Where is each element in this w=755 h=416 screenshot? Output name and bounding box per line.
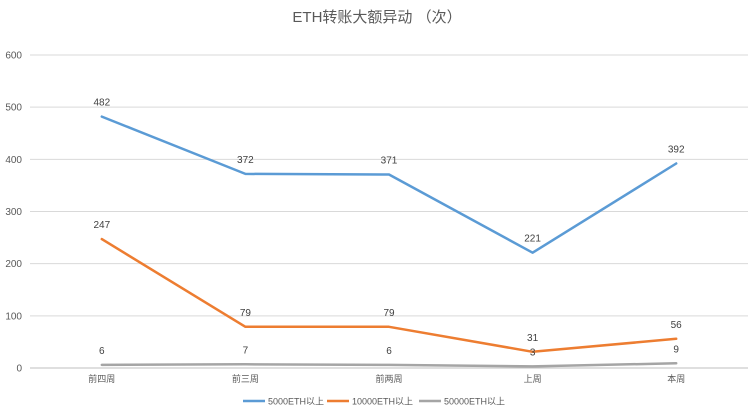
data-label: 6 — [99, 346, 105, 357]
data-label: 6 — [386, 346, 392, 357]
gridlines — [30, 54, 748, 317]
x-tick-label: 前两周 — [375, 373, 402, 385]
y-tick-label: 0 — [16, 364, 22, 375]
legend-label: 5000ETH以上 — [268, 397, 324, 407]
data-label: 31 — [527, 333, 539, 344]
series-line-3 — [100, 362, 678, 368]
data-label: 372 — [237, 155, 254, 166]
data-label: 221 — [524, 234, 541, 245]
y-tick-label: 200 — [5, 259, 22, 270]
legend-item: 5000ETH以上 — [243, 397, 324, 407]
x-tick-label: 上周 — [524, 374, 542, 385]
data-label: 79 — [240, 308, 252, 319]
y-tick-label: 100 — [5, 311, 22, 322]
data-label: 9 — [673, 344, 679, 355]
series-lines — [100, 115, 678, 368]
x-tick-label: 前三周 — [232, 373, 259, 385]
legend-item: 10000ETH以上 — [327, 397, 413, 407]
data-label: 79 — [383, 308, 395, 319]
y-tick-label: 400 — [5, 155, 22, 166]
x-tick-label: 本周 — [667, 373, 685, 385]
y-tick-label: 600 — [5, 51, 22, 62]
data-label: 392 — [668, 145, 685, 156]
data-label: 247 — [93, 220, 110, 231]
axes: 0 100 200 300 400 500 600 前四周 前三周 前两周 上周 本周 — [5, 51, 748, 385]
legend: 5000ETH以上 10000ETH以上 50000ETH以上 — [243, 397, 505, 407]
legend-label: 50000ETH以上 — [444, 397, 505, 407]
x-tick-label: 前四周 — [88, 373, 115, 385]
data-label: 56 — [671, 320, 683, 331]
legend-item: 50000ETH以上 — [419, 397, 505, 407]
y-tick-label: 300 — [5, 207, 22, 218]
legend-label: 10000ETH以上 — [352, 397, 413, 407]
data-label: 7 — [243, 345, 249, 356]
series-line-2 — [100, 237, 678, 354]
series-line-1 — [100, 115, 678, 254]
data-labels: 482 372 371 221 392 247 79 79 31 56 6 7 6 3 9 — [93, 98, 685, 359]
chart-title: ETH转账大额异动 （次） — [292, 9, 461, 26]
data-label: 3 — [530, 347, 536, 358]
data-label: 482 — [93, 98, 110, 109]
y-tick-label: 500 — [5, 103, 22, 114]
data-label: 371 — [381, 155, 398, 166]
